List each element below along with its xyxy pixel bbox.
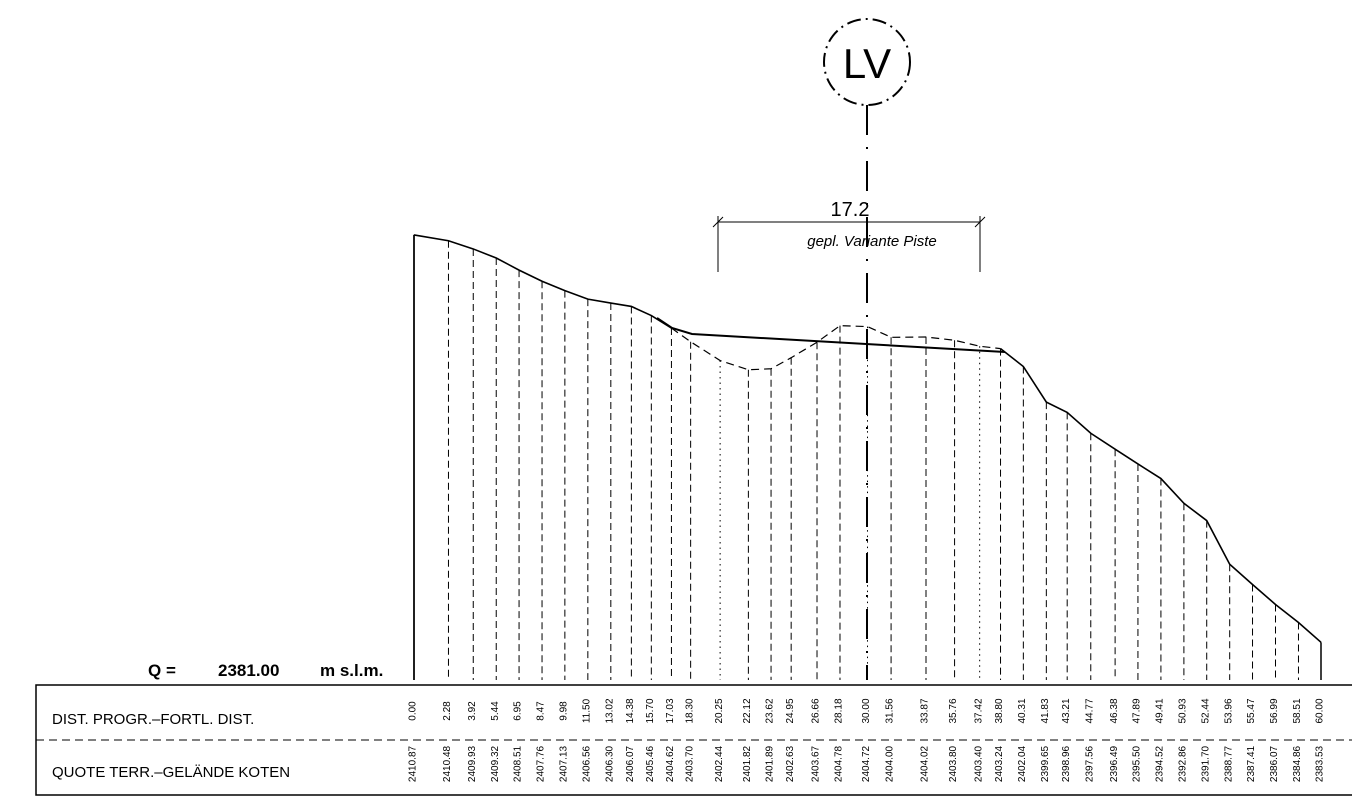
elevation-label: 2398.96: [1061, 745, 1072, 782]
elevation-label: 2399.65: [1040, 745, 1051, 782]
elevation-label: 2404.62: [665, 745, 676, 782]
marker-label: LV: [843, 40, 891, 87]
elevation-label: 2409.93: [467, 745, 478, 782]
datum-unit: m s.l.m.: [320, 661, 383, 680]
elevation-label: 2404.02: [920, 745, 931, 782]
dimension-tick: [712, 216, 724, 228]
terrain-existing: [671, 325, 1001, 371]
elevation-label: 2404.72: [861, 745, 872, 782]
dimension-label: gepl. Variante Piste: [807, 233, 937, 250]
elevation-label: 2404.78: [834, 745, 845, 782]
elevation-label: 2406.56: [581, 745, 592, 782]
elevation-label: 2386.07: [1269, 745, 1280, 782]
elevation-label: 2394.52: [1155, 745, 1166, 782]
planned-grade: [656, 317, 1006, 353]
distance-label: 9.98: [559, 701, 570, 721]
elevation-label: 2402.63: [785, 745, 796, 782]
elevation-label: 2396.49: [1109, 745, 1120, 782]
elevation-label: 2404.00: [885, 745, 896, 782]
distance-label: 46.38: [1109, 698, 1120, 723]
distance-label: 22.12: [742, 698, 753, 723]
elevation-label: 2383.53: [1315, 745, 1326, 782]
distance-label: 24.95: [785, 698, 796, 723]
distance-label: 55.47: [1246, 698, 1257, 723]
distance-label: 50.93: [1178, 698, 1189, 723]
distance-label: 47.89: [1132, 698, 1143, 723]
elevation-label: 2403.67: [811, 745, 822, 782]
elevation-label: 2406.07: [625, 745, 636, 782]
distance-label: 40.31: [1017, 698, 1028, 723]
distance-label: 30.00: [861, 698, 872, 723]
elevation-label: 2408.51: [513, 745, 524, 782]
distance-label: 3.92: [467, 701, 478, 721]
distance-label: 14.38: [625, 698, 636, 723]
elevation-label: 2401.89: [765, 745, 776, 782]
elevation-label: 2410.87: [408, 745, 419, 782]
distance-label: 37.42: [973, 698, 984, 723]
distance-label: 35.76: [948, 698, 959, 723]
distance-label: 44.77: [1084, 698, 1095, 723]
distance-label: 60.00: [1315, 698, 1326, 723]
terrain-line: [1000, 347, 1322, 643]
marker-circle: [823, 18, 911, 106]
distance-label: 28.18: [834, 698, 845, 723]
elevation-label: 2397.56: [1084, 745, 1095, 782]
elevation-label: 2403.70: [684, 745, 695, 782]
distance-label: 31.56: [885, 698, 896, 723]
elevation-label: 2387.41: [1246, 745, 1257, 782]
elevation-label: 2403.40: [973, 745, 984, 782]
elevation-label: 2409.32: [490, 745, 501, 782]
distance-label: 11.50: [581, 698, 592, 723]
distance-label: 6.95: [513, 701, 524, 721]
distance-label: 41.83: [1040, 698, 1051, 723]
distance-label: 20.25: [714, 698, 725, 723]
distance-label: 56.99: [1269, 698, 1280, 723]
elevation-label: 2402.44: [714, 745, 725, 782]
elevation-label: 2407.13: [559, 745, 570, 782]
distance-label: 43.21: [1061, 698, 1072, 723]
distance-label: 33.87: [920, 698, 931, 723]
distance-label: 13.02: [604, 698, 615, 723]
row-label: QUOTE TERR.–GELÄNDE KOTEN: [52, 764, 290, 781]
distance-label: 52.44: [1200, 698, 1211, 723]
elevation-label: 2410.48: [442, 745, 453, 782]
elevation-label: 2403.80: [948, 745, 959, 782]
elevation-label: 2392.86: [1178, 745, 1189, 782]
elevation-label: 2405.46: [645, 745, 656, 782]
datum-prefix: Q =: [148, 661, 176, 680]
elevation-label: 2388.77: [1223, 745, 1234, 782]
elevation-label: 2391.70: [1200, 745, 1211, 782]
distance-label: 53.96: [1223, 698, 1234, 723]
terrain-line: [413, 234, 672, 329]
distance-label: 15.70: [645, 698, 656, 723]
elevation-label: 2395.50: [1132, 745, 1143, 782]
distance-label: 49.41: [1155, 698, 1166, 723]
distance-label: 18.30: [684, 698, 695, 723]
distance-label: 5.44: [490, 701, 501, 721]
dimension-tick: [974, 216, 986, 228]
datum-value: 2381.00: [218, 661, 279, 680]
distance-label: 0.00: [408, 701, 419, 721]
elevation-label: 2403.24: [994, 745, 1005, 782]
distance-label: 58.51: [1292, 698, 1303, 723]
distance-label: 8.47: [536, 701, 547, 721]
elevation-label: 2402.04: [1017, 745, 1028, 782]
distance-label: 23.62: [765, 698, 776, 723]
distance-label: 38.80: [994, 698, 1005, 723]
elevation-label: 2407.76: [536, 745, 547, 782]
dimension-value: 17.2: [831, 199, 870, 221]
row-label: DIST. PROGR.–FORTL. DIST.: [52, 711, 254, 728]
distance-label: 2.28: [442, 701, 453, 721]
elevation-label: 2406.30: [604, 745, 615, 782]
elevation-label: 2401.82: [742, 745, 753, 782]
distance-label: 26.66: [811, 698, 822, 723]
distance-label: 17.03: [665, 698, 676, 723]
elevation-label: 2384.86: [1292, 745, 1303, 782]
